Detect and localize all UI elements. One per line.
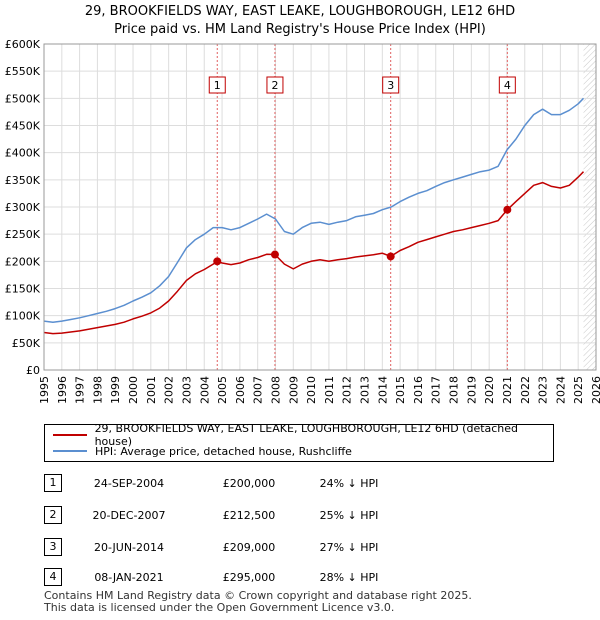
hpi-series-line	[43, 97, 585, 323]
x-tick-label: 2018	[448, 376, 461, 404]
x-tick-label: 2003	[180, 376, 193, 404]
chart-title-line1: 29, BROOKFIELDS WAY, EAST LEAKE, LOUGHBO…	[84, 4, 516, 19]
x-tick-label: 2012	[341, 376, 354, 404]
table-row: 4 08-JAN-2021 £295,000 28% ↓ HPI	[44, 568, 564, 588]
sale-hpi-diff: 28% ↓ HPI	[319, 571, 379, 584]
chart-legend: 29, BROOKFIELDS WAY, EAST LEAKE, LOUGHBO…	[44, 422, 554, 462]
sale-point	[503, 205, 512, 214]
legend-item-hpi: HPI: Average price, detached house, Rush…	[53, 443, 352, 459]
x-tick-label: 2019	[465, 376, 478, 404]
x-tick-label: 1999	[109, 376, 122, 404]
x-tick-label: 2015	[394, 376, 407, 404]
y-tick-label: £600K	[5, 38, 41, 51]
x-tick-label: 2024	[554, 376, 567, 404]
x-tick-label: 1998	[91, 376, 104, 404]
sale-price: £212,500	[222, 509, 276, 522]
x-tick-label: 2022	[519, 376, 532, 404]
x-tick-label: 1996	[56, 376, 69, 404]
x-tick-label: 2021	[501, 376, 514, 404]
x-tick-label: 2006	[234, 376, 247, 404]
footer-attribution: Contains HM Land Registry data © Crown c…	[44, 590, 472, 614]
price-chart: 1995 1996 1997 1998 1999 2000 2001 2002 2003 2004…	[5, 38, 600, 404]
y-tick-label: £150K	[5, 283, 41, 296]
x-tick-label: 1997	[74, 376, 87, 404]
sale-point	[213, 257, 222, 266]
x-tick-label: 2005	[216, 376, 229, 404]
footer-copyright: Contains HM Land Registry data © Crown c…	[44, 589, 472, 602]
y-tick-label: £500K	[5, 92, 41, 105]
x-tick-label: 2023	[537, 376, 550, 404]
sale-marker-box	[208, 76, 226, 94]
sale-marker-label: 3	[387, 79, 394, 92]
legend-label-hpi: HPI: Average price, detached house, Rush…	[95, 444, 352, 458]
y-tick-label: £450K	[5, 120, 41, 133]
x-tick-label: 2020	[483, 376, 496, 404]
sale-marker-badge: 4	[44, 568, 62, 586]
x-tick-label: 2007	[252, 376, 265, 404]
sale-hpi-diff: 24% ↓ HPI	[319, 477, 379, 490]
x-tick-label: 1995	[38, 376, 51, 404]
x-tick-label: 2025	[572, 376, 585, 404]
sale-marker-box	[266, 76, 284, 94]
y-tick-label: £50K	[12, 337, 41, 350]
sale-marker-box	[382, 76, 400, 94]
y-tick-label: £200K	[5, 255, 41, 268]
x-tick-label: 2009	[287, 376, 300, 404]
property-series-line	[43, 171, 585, 335]
table-row: 3 20-JUN-2014 £209,000 27% ↓ HPI	[44, 538, 564, 558]
y-tick-label: £300K	[5, 201, 41, 214]
y-tick-label: £100K	[5, 310, 41, 323]
sale-date: 20-JUN-2014	[93, 541, 165, 554]
sale-hpi-diff: 25% ↓ HPI	[319, 509, 379, 522]
chart-title-line2: Price paid vs. HM Land Registry's House …	[114, 22, 486, 37]
x-tick-label: 2013	[359, 376, 372, 404]
x-tick-label: 2026	[590, 376, 600, 404]
x-tick-label: 2017	[430, 376, 443, 404]
sale-marker-label: 2	[271, 79, 278, 92]
sale-marker-badge: 3	[44, 538, 62, 556]
x-tick-label: 2000	[127, 376, 140, 404]
sale-marker-badge: 1	[44, 474, 62, 492]
legend-swatch-hpi	[53, 450, 87, 452]
sale-marker-box	[498, 76, 516, 94]
table-row: 1 24-SEP-2004 £200,000 24% ↓ HPI	[44, 474, 564, 494]
x-tick-label: 2014	[376, 376, 389, 404]
y-tick-label: £250K	[5, 228, 41, 241]
sale-price: £200,000	[222, 477, 276, 490]
x-tick-label: 2004	[198, 376, 211, 404]
x-tick-label: 2008	[269, 376, 282, 404]
legend-item-property: 29, BROOKFIELDS WAY, EAST LEAKE, LOUGHBO…	[53, 422, 553, 448]
sale-date: 08-JAN-2021	[94, 571, 164, 584]
x-tick-label: 2016	[412, 376, 425, 404]
y-tick-label: £400K	[5, 147, 41, 160]
sale-price: £295,000	[222, 571, 276, 584]
x-tick-label: 2001	[145, 376, 158, 404]
x-tick-label: 2011	[323, 376, 336, 404]
sale-point	[386, 252, 395, 261]
sale-price: £209,000	[222, 541, 276, 554]
sale-date: 20-DEC-2007	[92, 509, 166, 522]
sale-date: 24-SEP-2004	[93, 477, 165, 490]
y-tick-label: £550K	[5, 65, 41, 78]
x-tick-label: 2010	[305, 376, 318, 404]
sale-marker-badge: 2	[44, 506, 62, 524]
legend-label-property: 29, BROOKFIELDS WAY, EAST LEAKE, LOUGHBO…	[94, 422, 519, 448]
x-tick-label: 2002	[163, 376, 176, 404]
y-tick-label: £0	[26, 364, 40, 377]
sale-point	[270, 250, 279, 259]
table-row: 2 20-DEC-2007 £212,500 25% ↓ HPI	[44, 506, 564, 526]
legend-swatch-property	[53, 434, 87, 436]
y-tick-label: £350K	[5, 174, 41, 187]
sale-marker-label: 1	[214, 79, 221, 92]
sale-hpi-diff: 27% ↓ HPI	[319, 541, 379, 554]
footer-licence: This data is licensed under the Open Gov…	[44, 601, 395, 614]
sale-marker-label: 4	[504, 79, 511, 92]
plot-frame	[43, 43, 597, 371]
